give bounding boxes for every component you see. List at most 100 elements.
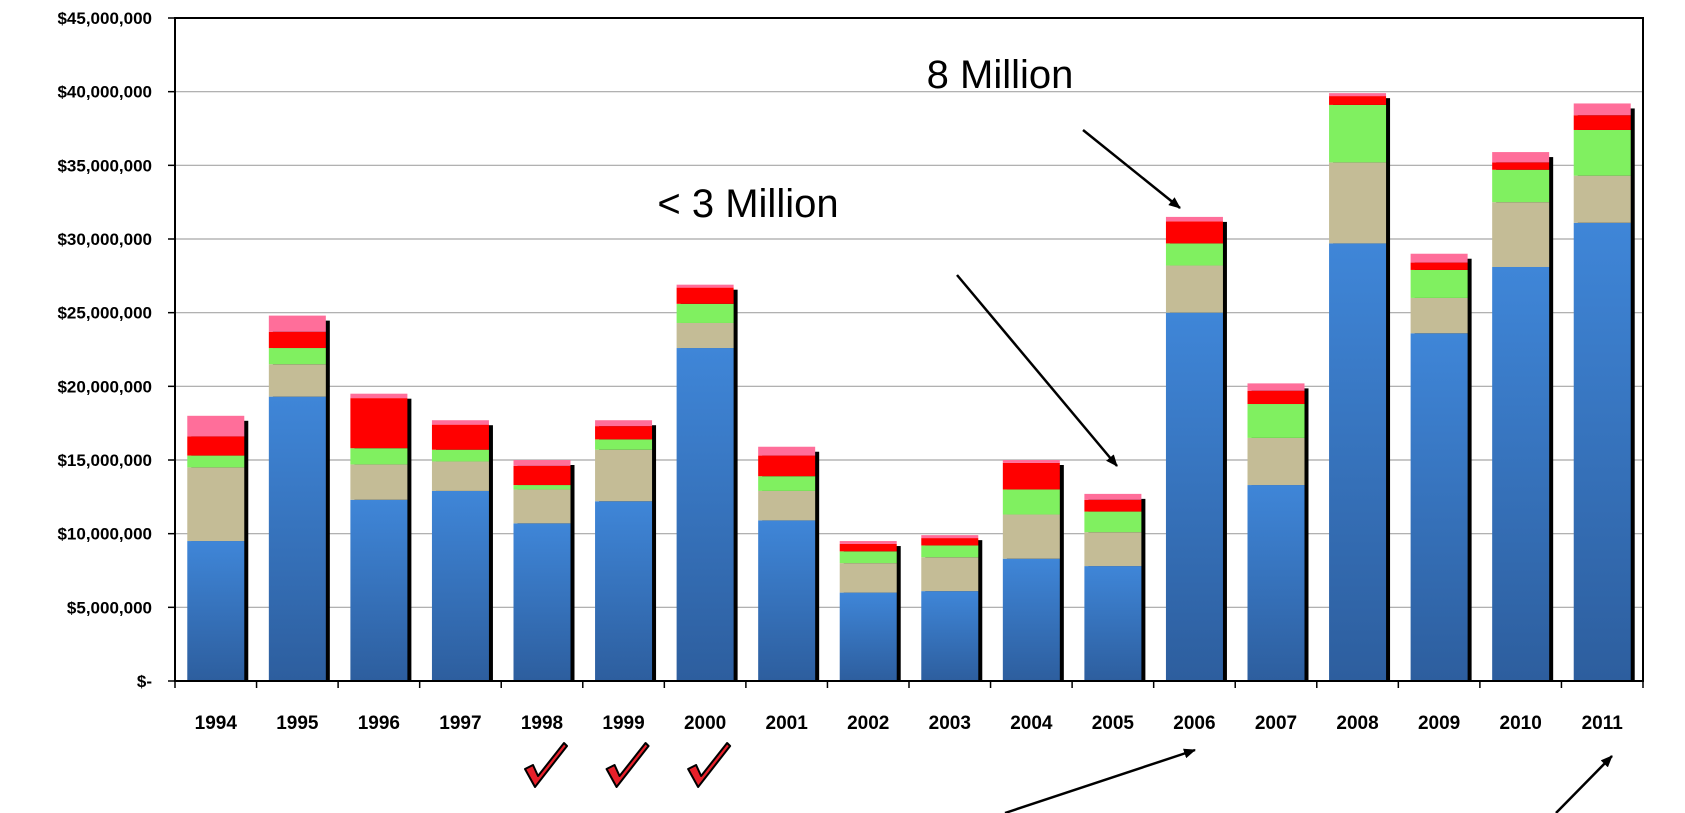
bar-segment-1994-s2 (187, 455, 245, 468)
y-tick-label: $35,000,000 (57, 156, 152, 175)
bar-segment-2005-s0 (1084, 566, 1142, 681)
bar-segment-1998-s0 (513, 523, 571, 681)
bar-segment-2001-s3 (758, 455, 816, 477)
bar-segment-1998-s4 (513, 460, 571, 466)
bar-segment-2011-s4 (1573, 103, 1631, 116)
bar-segment-1999-s1 (595, 449, 653, 502)
bar-segment-2010-s2 (1492, 169, 1550, 203)
x-tick-label-1996: 1996 (358, 713, 400, 734)
bar-segment-2000-s2 (676, 303, 734, 323)
bar-segment-2005-s4 (1084, 493, 1142, 500)
bar-segment-2007-s0 (1247, 485, 1305, 681)
bar-segment-2007-s2 (1247, 404, 1305, 438)
bar-segment-2009-s2 (1410, 269, 1468, 298)
bar-segment-2001-s1 (758, 490, 816, 521)
bar-segment-1997-s3 (431, 424, 489, 450)
bar-segment-1999-s2 (595, 439, 653, 450)
bar-segment-1997-s1 (431, 461, 489, 491)
annotation-under-3-million: < 3 Million (657, 182, 838, 226)
bar-segment-2009-s3 (1410, 262, 1468, 270)
bar-segment-1995-s3 (268, 331, 326, 349)
y-tick-label: $45,000,000 (57, 9, 152, 28)
bar-segment-1996-s1 (350, 464, 408, 500)
bar-segment-2000-s0 (676, 348, 734, 681)
x-tick-label-2006: 2006 (1173, 713, 1215, 734)
bar-segment-2009-s4 (1410, 253, 1468, 263)
annotation-8-million: 8 Million (927, 53, 1074, 97)
bar-segment-1994-s1 (187, 467, 245, 542)
bar-segment-2000-s3 (676, 287, 734, 304)
annotations: 8 Million < 3 Million (657, 53, 1613, 813)
gridlines (175, 91, 1643, 608)
checkmark-icon (524, 742, 568, 788)
bar-segment-2008-s3 (1329, 96, 1387, 105)
y-tick-label: $10,000,000 (57, 525, 152, 544)
y-tick-label: $15,000,000 (57, 451, 152, 470)
bar-segment-1996-s3 (350, 398, 408, 449)
arrow-to-2011-label (1555, 755, 1613, 813)
bar-segment-1994-s0 (187, 541, 245, 681)
bar-segment-1999-s0 (595, 501, 653, 681)
x-tick-label-2001: 2001 (766, 713, 809, 734)
x-tick-label-1994: 1994 (195, 713, 238, 734)
checkmark-icon (687, 742, 732, 788)
bar-segment-2007-s4 (1247, 383, 1305, 391)
x-tick-label-1999: 1999 (602, 713, 644, 734)
bar-segment-2008-s0 (1329, 243, 1387, 682)
bar-segment-2003-s3 (921, 538, 979, 546)
bar-segment-2004-s0 (1002, 558, 1060, 681)
bar-segment-2008-s4 (1329, 93, 1387, 97)
bar-segment-1997-s0 (431, 490, 489, 681)
bar-segment-2005-s3 (1084, 499, 1142, 512)
bar-segment-2004-s2 (1002, 489, 1060, 515)
bar-segment-2002-s2 (839, 551, 897, 564)
bar-segment-1999-s4 (595, 420, 653, 427)
x-tick-label-2007: 2007 (1255, 713, 1297, 734)
bar-segment-2011-s1 (1573, 175, 1631, 223)
bar-segment-2010-s3 (1492, 162, 1550, 170)
bar-segment-2011-s2 (1573, 129, 1631, 176)
bar-segment-2003-s0 (921, 591, 979, 681)
bar-segment-1996-s2 (350, 448, 408, 465)
x-tick-label-2010: 2010 (1500, 713, 1542, 734)
bar-segment-2007-s1 (1247, 437, 1305, 486)
checkmarks (524, 742, 732, 788)
bar-segment-2008-s2 (1329, 104, 1387, 163)
bar-segment-1994-s3 (187, 436, 245, 456)
bar-segment-1997-s4 (431, 420, 489, 425)
bar-segment-2006-s3 (1165, 221, 1223, 244)
bar-segment-2003-s2 (921, 545, 979, 558)
x-tick-label-2003: 2003 (929, 713, 971, 734)
bar-segment-1995-s0 (268, 396, 326, 681)
bar-segment-2009-s0 (1410, 333, 1468, 681)
bar-segment-2002-s4 (839, 541, 897, 544)
x-axis: 1994 1995 1996 1997 1998 1999 2000 2001 2002 2003… (174, 681, 1644, 734)
bar-segment-2004-s3 (1002, 462, 1060, 490)
bar-segment-2003-s1 (921, 557, 979, 592)
bar-segment-2001-s4 (758, 446, 816, 456)
bar-segment-2010-s4 (1492, 152, 1550, 163)
bar-segment-2002-s1 (839, 563, 897, 593)
bar-segment-1995-s2 (268, 348, 326, 365)
bar-segment-2006-s1 (1165, 265, 1223, 313)
bar-segment-2006-s4 (1165, 216, 1223, 222)
bar-segment-2006-s2 (1165, 243, 1223, 266)
x-tick-label-2005: 2005 (1092, 713, 1135, 734)
bar-segment-2006-s0 (1165, 312, 1223, 681)
bar-segment-1998-s3 (513, 465, 571, 486)
x-tick-label-2008: 2008 (1336, 713, 1378, 734)
bar-segment-1998-s1 (513, 489, 571, 524)
bar-segment-2007-s3 (1247, 390, 1305, 405)
y-tick-label: $30,000,000 (57, 230, 152, 249)
bar-segment-1999-s3 (595, 426, 653, 440)
bar-segment-1996-s4 (350, 393, 408, 399)
x-tick-label-2009: 2009 (1418, 713, 1460, 734)
arrow-to-2006-top (1082, 129, 1181, 209)
bar-segment-2001-s2 (758, 476, 816, 491)
bar-segment-2011-s3 (1573, 115, 1631, 130)
y-tick-label: $25,000,000 (57, 304, 152, 323)
y-tick-label: $40,000,000 (57, 83, 152, 102)
bar-segment-2001-s0 (758, 520, 816, 681)
y-tick-label: $- (137, 672, 152, 691)
bar-segment-1995-s4 (268, 315, 326, 332)
